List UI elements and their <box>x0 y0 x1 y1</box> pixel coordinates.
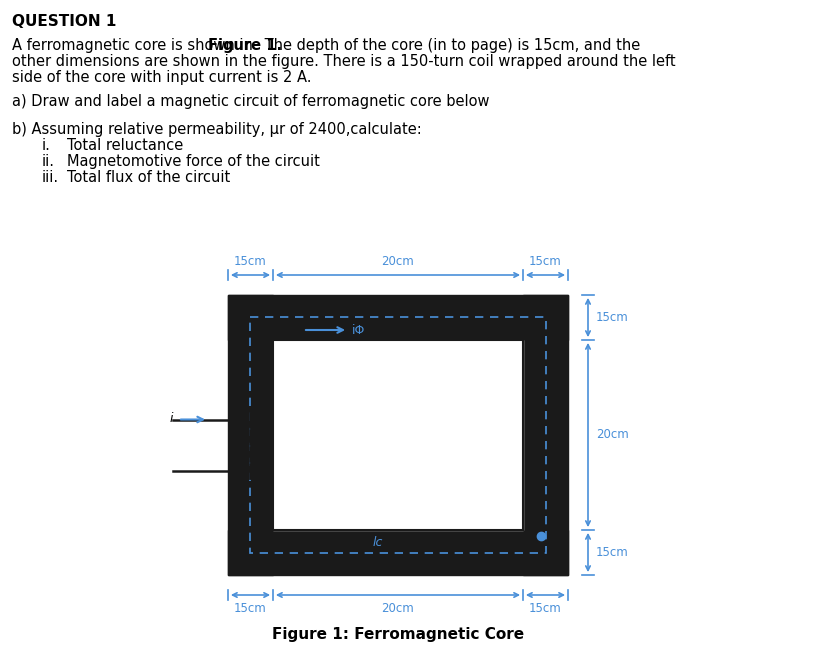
Bar <box>227 530 568 575</box>
Text: 20cm: 20cm <box>595 429 628 442</box>
Text: 20cm: 20cm <box>381 602 414 615</box>
Text: 15cm: 15cm <box>528 602 561 615</box>
Bar <box>273 340 522 530</box>
Text: lc: lc <box>373 537 383 549</box>
Bar <box>227 295 273 575</box>
Text: A ferromagnetic core is shown in: A ferromagnetic core is shown in <box>12 38 257 53</box>
Text: iΦ: iΦ <box>352 324 365 336</box>
Text: other dimensions are shown in the figure. There is a 150-turn coil wrapped aroun: other dimensions are shown in the figure… <box>12 54 675 69</box>
Text: The depth of the core (in to page) is 15cm, and the: The depth of the core (in to page) is 15… <box>260 38 640 53</box>
Text: 15cm: 15cm <box>528 255 561 268</box>
Text: 15cm: 15cm <box>595 311 628 324</box>
Text: Magnetomotive force of the circuit: Magnetomotive force of the circuit <box>67 154 319 169</box>
Text: side of the core with input current is 2 A.: side of the core with input current is 2… <box>12 70 311 85</box>
Text: 15cm: 15cm <box>234 602 267 615</box>
Text: QUESTION 1: QUESTION 1 <box>12 14 116 29</box>
Text: Total flux of the circuit: Total flux of the circuit <box>67 170 230 185</box>
Text: i.: i. <box>42 138 51 153</box>
Text: iii.: iii. <box>42 170 59 185</box>
Bar <box>522 295 568 575</box>
Text: a) Draw and label a magnetic circuit of ferromagnetic core below: a) Draw and label a magnetic circuit of … <box>12 94 489 109</box>
Bar <box>273 340 522 530</box>
Text: 15cm: 15cm <box>595 546 628 559</box>
Text: Figure 1.: Figure 1. <box>208 38 282 53</box>
Text: N = 150: N = 150 <box>281 444 335 456</box>
Text: 15cm: 15cm <box>234 255 267 268</box>
Bar <box>227 295 568 340</box>
Text: 20cm: 20cm <box>381 255 414 268</box>
Bar <box>250 317 545 553</box>
Text: b) Assuming relative permeability, μr of 2400,​calculate:: b) Assuming relative permeability, μr of… <box>12 122 421 137</box>
Text: i: i <box>170 412 173 425</box>
Text: Figure 1: Ferromagnetic Core: Figure 1: Ferromagnetic Core <box>272 627 523 642</box>
Text: ii.: ii. <box>42 154 55 169</box>
Text: Total reluctance: Total reluctance <box>67 138 183 153</box>
